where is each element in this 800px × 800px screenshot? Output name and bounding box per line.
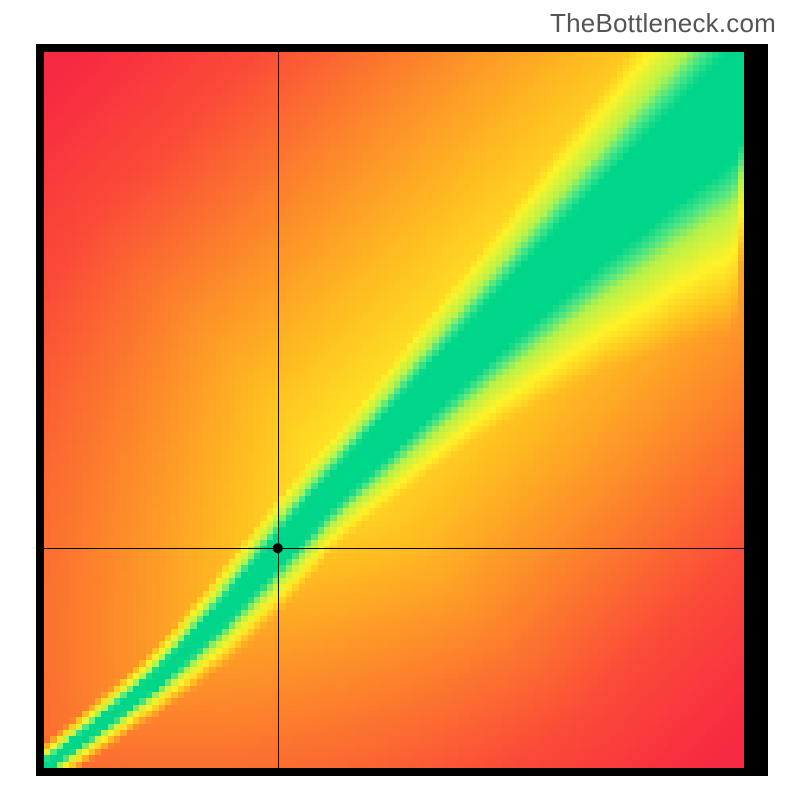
figure-container: TheBottleneck.com [0, 0, 800, 800]
plot-area [36, 44, 768, 776]
heatmap-canvas [36, 44, 768, 776]
watermark: TheBottleneck.com [550, 8, 776, 39]
